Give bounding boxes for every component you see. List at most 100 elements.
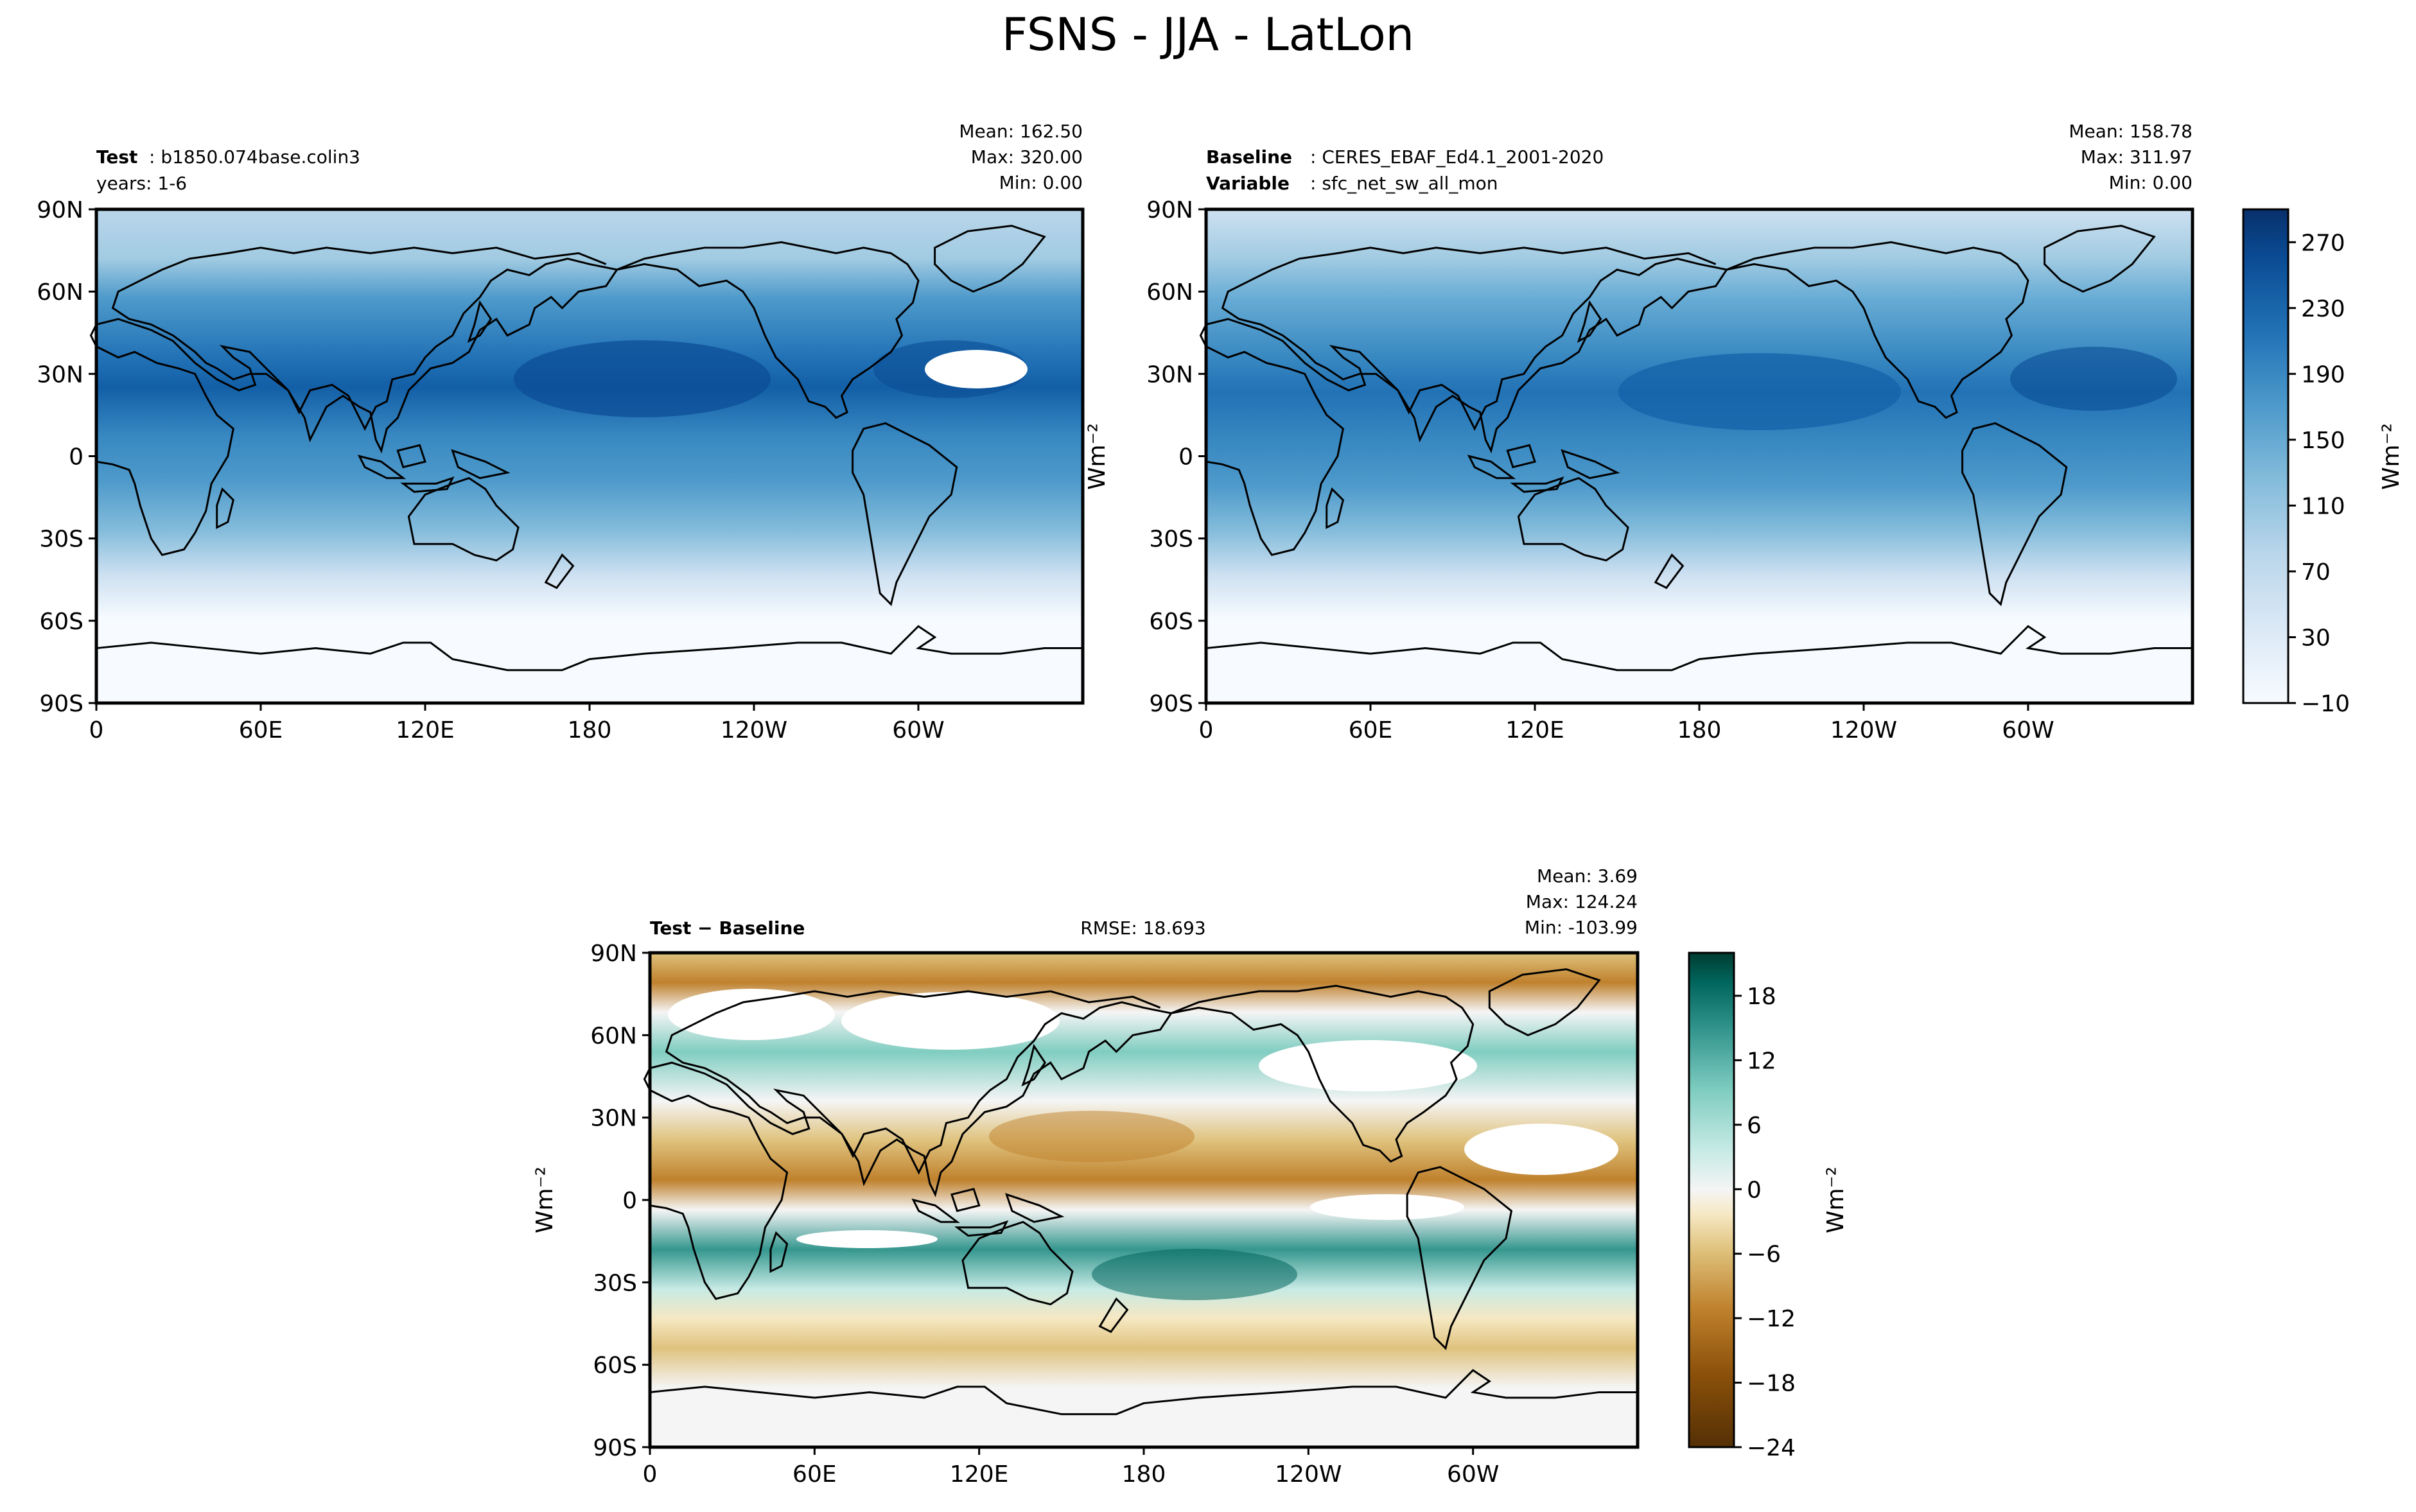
colorbar-tick-label: −18 bbox=[1747, 1371, 1796, 1397]
diff-ytick-label: 60N bbox=[590, 1023, 637, 1049]
diff-label-bold: Test − Baseline bbox=[650, 917, 805, 939]
baseline-colorbar-label: Wm⁻² bbox=[2378, 423, 2404, 490]
test-xtick-label: 120W bbox=[721, 717, 787, 743]
colorbar-tick-label: 230 bbox=[2301, 296, 2345, 322]
diff-xtick-label: 180 bbox=[1122, 1461, 1166, 1488]
diff-blob-6 bbox=[796, 1230, 938, 1248]
diff-blob-3 bbox=[1259, 1040, 1477, 1091]
baseline-ytick-label: 30N bbox=[1146, 361, 1193, 388]
test-mean: Mean: 162.50 bbox=[959, 121, 1083, 142]
diff-ytick-label: 90N bbox=[590, 941, 637, 967]
baseline-panel: Baseline : CERES_EBAF_Ed4.1_2001-2020 Va… bbox=[1146, 121, 2404, 743]
colorbar-tick-label: 70 bbox=[2301, 559, 2331, 586]
baseline-ytick-label: 30S bbox=[1149, 526, 1193, 553]
test-xtick-label: 60W bbox=[892, 717, 944, 743]
diff-xtick-label: 60E bbox=[792, 1461, 837, 1488]
test-xtick-label: 60E bbox=[239, 717, 283, 743]
baseline-high-pacific bbox=[1618, 353, 1901, 430]
colorbar-tick-label: −12 bbox=[1747, 1306, 1796, 1332]
baseline-xtick-label: 180 bbox=[1677, 717, 1722, 743]
colorbar-tick-label: 18 bbox=[1747, 984, 1776, 1010]
diff-colorbar bbox=[1688, 952, 1735, 1448]
diff-teal-band bbox=[1092, 1249, 1297, 1300]
test-label-bold: Test bbox=[96, 146, 137, 168]
test-years: years: 1-6 bbox=[96, 173, 187, 194]
diff-xtick-label: 120E bbox=[950, 1461, 1008, 1488]
diff-xtick-label: 0 bbox=[643, 1461, 658, 1488]
diff-map-field bbox=[650, 953, 1638, 1447]
diff-rmse: RMSE: 18.693 bbox=[1080, 917, 1205, 939]
test-ylabel: Wm⁻² bbox=[1084, 423, 1110, 490]
test-max: Max: 320.00 bbox=[971, 146, 1083, 168]
diff-ytick-label: 30S bbox=[593, 1270, 637, 1296]
test-ytick-label: 60N bbox=[37, 279, 83, 306]
test-missing-atlantic bbox=[925, 350, 1028, 388]
test-xtick-label: 120E bbox=[396, 717, 454, 743]
baseline-y-axis: 90N 60N 30N 0 30S 60S 90S bbox=[1146, 197, 1206, 717]
diff-max: Max: 124.24 bbox=[1526, 891, 1638, 912]
diff-xtick-label: 60W bbox=[1447, 1461, 1499, 1488]
diff-ytick-label: 30N bbox=[590, 1106, 637, 1132]
test-xtick-label: 180 bbox=[568, 717, 612, 743]
colorbar-tick-label: 0 bbox=[1747, 1177, 1762, 1203]
test-y-axis: 90N 60N 30N 0 30S 60S 90S bbox=[37, 197, 96, 717]
colorbar-tick-label: 30 bbox=[2301, 625, 2331, 651]
baseline-colorbar-ticks: 270 230 190 150 110 70 30 −10 bbox=[2288, 230, 2350, 717]
diff-colorbar-label: Wm⁻² bbox=[1823, 1167, 1849, 1233]
diff-ylabel: Wm⁻² bbox=[532, 1167, 558, 1233]
baseline-map-field bbox=[1206, 209, 2193, 703]
diff-y-axis: 90N 60N 30N 0 30S 60S 90S bbox=[590, 941, 650, 1461]
test-high-pacific bbox=[514, 340, 771, 417]
baseline-x-axis: 0 60E 120E 180 120W 60W bbox=[1199, 703, 2054, 743]
colorbar-tick-label: 270 bbox=[2301, 230, 2345, 256]
test-map-field bbox=[96, 209, 1083, 703]
test-min: Min: 0.00 bbox=[999, 172, 1083, 193]
baseline-xtick-label: 0 bbox=[1199, 717, 1214, 743]
colorbar-tick-label: 110 bbox=[2301, 493, 2345, 519]
baseline-mean: Mean: 158.78 bbox=[2069, 121, 2193, 142]
test-ytick-label: 30S bbox=[39, 526, 83, 553]
colorbar-tick-label: −10 bbox=[2301, 691, 2350, 717]
difference-panel: Test − Baseline RMSE: 18.693 Mean: 3.69 … bbox=[532, 865, 1849, 1488]
test-ytick-label: 90N bbox=[37, 197, 83, 223]
baseline-ytick-label: 90S bbox=[1149, 691, 1193, 717]
baseline-ytick-label: 0 bbox=[1178, 444, 1193, 471]
diff-ytick-label: 0 bbox=[622, 1188, 637, 1214]
baseline-xtick-label: 60W bbox=[2002, 717, 2054, 743]
figure-title: FSNS - JJA - LatLon bbox=[1002, 8, 1414, 61]
diff-blob-1 bbox=[668, 989, 835, 1040]
colorbar-tick-label: −24 bbox=[1747, 1435, 1796, 1461]
baseline-high-atlantic bbox=[2010, 347, 2177, 411]
test-ytick-label: 30N bbox=[37, 361, 83, 388]
colorbar-tick-label: 12 bbox=[1747, 1048, 1776, 1074]
baseline-variable-text: : sfc_net_sw_all_mon bbox=[1310, 173, 1498, 194]
test-xtick-label: 0 bbox=[89, 717, 104, 743]
diff-ytick-label: 90S bbox=[593, 1435, 637, 1461]
diff-min: Min: -103.99 bbox=[1525, 917, 1638, 938]
colorbar-tick-label: 150 bbox=[2301, 428, 2345, 454]
baseline-ytick-label: 60N bbox=[1146, 279, 1193, 306]
diff-mean: Mean: 3.69 bbox=[1537, 865, 1638, 887]
diff-ytick-label: 60S bbox=[593, 1353, 637, 1379]
test-ytick-label: 0 bbox=[69, 444, 83, 471]
test-ytick-label: 90S bbox=[39, 691, 83, 717]
test-x-axis: 0 60E 120E 180 120W 60W bbox=[89, 703, 945, 743]
baseline-label-bold: Baseline bbox=[1206, 146, 1292, 168]
colorbar-tick-label: 190 bbox=[2301, 361, 2345, 388]
baseline-colorbar bbox=[2242, 208, 2289, 704]
baseline-min: Min: 0.00 bbox=[2109, 172, 2193, 193]
diff-xtick-label: 120W bbox=[1275, 1461, 1342, 1488]
diff-colorbar-ticks: 18 12 6 0 −6 −12 −18 −24 bbox=[1734, 984, 1796, 1461]
test-label-text: : b1850.074base.colin3 bbox=[149, 146, 360, 168]
baseline-ytick-label: 60S bbox=[1149, 609, 1193, 635]
baseline-xtick-label: 60E bbox=[1349, 717, 1393, 743]
baseline-max: Max: 311.97 bbox=[2081, 146, 2193, 168]
baseline-ytick-label: 90N bbox=[1146, 197, 1193, 223]
diff-blob-4 bbox=[1464, 1124, 1618, 1175]
test-ytick-label: 60S bbox=[39, 609, 83, 635]
diff-x-axis: 0 60E 120E 180 120W 60W bbox=[643, 1447, 1499, 1488]
baseline-variable-bold: Variable bbox=[1206, 173, 1290, 194]
diff-blob-2 bbox=[841, 992, 1060, 1050]
diff-blob-5 bbox=[1310, 1194, 1464, 1220]
diff-brown-band bbox=[989, 1111, 1195, 1162]
